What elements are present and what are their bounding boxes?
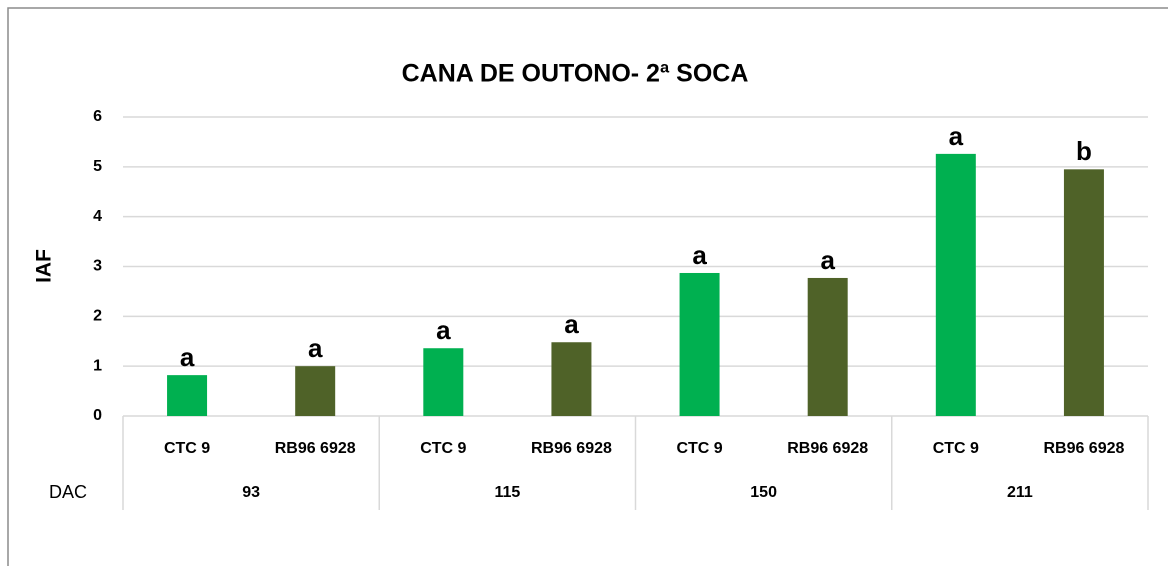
bar-annotation: a	[820, 245, 835, 275]
x-tick-label: RB96 6928	[275, 440, 356, 457]
y-tick-label: 0	[93, 407, 102, 424]
bar-annotation: a	[692, 240, 707, 270]
y-axis-label: IAF	[33, 249, 56, 283]
group-label: 115	[494, 484, 520, 501]
y-tick-label: 3	[93, 258, 102, 275]
group-axis-label: DAC	[49, 482, 87, 502]
x-tick-label: CTC 9	[420, 440, 466, 457]
x-tick-label: CTC 9	[164, 440, 210, 457]
bar	[295, 366, 336, 416]
chart-frame	[7, 7, 1168, 566]
x-tick-label: RB96 6928	[787, 440, 868, 457]
bar	[807, 277, 848, 416]
y-tick-label: 5	[93, 158, 102, 175]
bar	[167, 375, 208, 416]
y-tick-label: 4	[93, 208, 102, 225]
bar	[423, 348, 464, 416]
y-tick-label: 2	[93, 308, 102, 325]
group-label: 93	[242, 484, 260, 501]
x-tick-label: RB96 6928	[1043, 440, 1124, 457]
bar-annotation: b	[1076, 136, 1092, 166]
bar	[935, 153, 976, 417]
x-tick-label: CTC 9	[933, 440, 979, 457]
bar-annotation: a	[436, 315, 451, 345]
bar-annotation: a	[564, 309, 579, 339]
y-tick-label: 1	[93, 357, 102, 374]
y-tick-label: 6	[93, 108, 102, 125]
chart-title: CANA DE OUTONO- 2ª SOCA	[402, 60, 749, 88]
bar-annotation: a	[308, 333, 323, 363]
bar	[679, 272, 720, 416]
bar-annotation: a	[180, 342, 195, 372]
bar	[551, 342, 592, 416]
group-label: 211	[1007, 484, 1033, 501]
x-tick-label: CTC 9	[676, 440, 722, 457]
bar-annotation: a	[949, 121, 964, 151]
group-label: 150	[750, 484, 777, 501]
bar	[1063, 169, 1104, 416]
x-tick-label: RB96 6928	[531, 440, 612, 457]
